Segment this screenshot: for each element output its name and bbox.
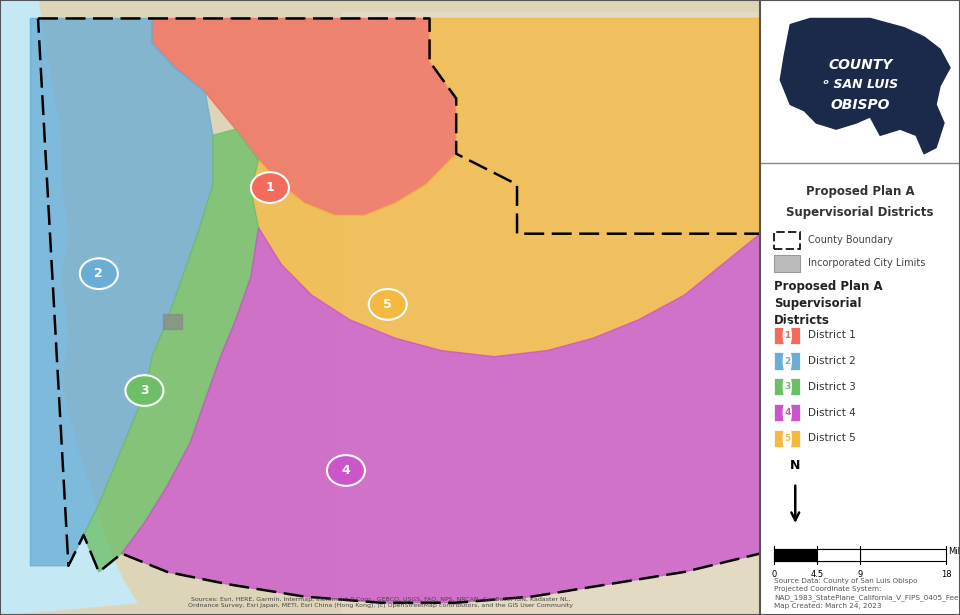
Text: 1: 1 [784,331,790,339]
Text: OBISPO: OBISPO [830,98,890,111]
Bar [163,314,182,329]
Text: 4: 4 [342,464,350,477]
Text: Proposed Plan A
Supervisorial
Districts: Proposed Plan A Supervisorial Districts [775,280,883,327]
Bar [775,378,801,395]
Text: District 2: District 2 [808,356,856,366]
Text: District 1: District 1 [808,330,856,340]
Text: District 5: District 5 [808,434,856,443]
Circle shape [126,375,163,406]
Circle shape [251,172,289,203]
Text: Proposed Plan A: Proposed Plan A [805,184,915,197]
Text: 5: 5 [784,434,790,443]
Text: District 4: District 4 [808,408,856,418]
Text: 5: 5 [383,298,392,311]
Text: Miles: Miles [948,547,960,556]
Bar [775,232,801,249]
Circle shape [783,375,791,399]
Bar [775,255,801,272]
Bar [775,327,801,344]
Polygon shape [251,18,760,357]
Circle shape [80,258,118,289]
Bar [817,549,860,561]
Bar [775,404,801,421]
Text: 9: 9 [857,570,863,579]
Polygon shape [0,0,137,615]
Polygon shape [152,18,456,215]
Polygon shape [122,228,760,603]
Text: 4: 4 [784,408,790,417]
Text: Sources: Esri, HERE, Garmin, Intermap, increment P Corp., GEBCO, USGS, FAO, NPS,: Sources: Esri, HERE, Garmin, Intermap, i… [187,597,573,608]
Circle shape [369,289,407,320]
Text: 2: 2 [784,357,790,365]
Bar [775,430,801,447]
Circle shape [783,323,791,347]
Text: Supervisorial Districts: Supervisorial Districts [786,206,934,219]
Circle shape [327,455,365,486]
Text: 1: 1 [266,181,275,194]
Text: 3: 3 [140,384,149,397]
Text: 2: 2 [94,267,104,280]
Text: 3: 3 [784,383,790,391]
Polygon shape [31,18,213,566]
Text: Source Data: County of San Luis Obispo
Projected Coordinate System:
NAD_1983_Sta: Source Data: County of San Luis Obispo P… [775,578,960,609]
Circle shape [783,400,791,425]
Text: District 3: District 3 [808,382,856,392]
Text: ᵒ SAN LUIS: ᵒ SAN LUIS [823,78,898,92]
Bar [775,549,817,561]
Bar [775,352,801,370]
Text: Incorporated City Limits: Incorporated City Limits [808,258,925,268]
Circle shape [783,426,791,451]
Text: County Boundary: County Boundary [808,236,893,245]
Text: 4.5: 4.5 [810,570,824,579]
Text: 18: 18 [941,570,951,579]
Polygon shape [780,18,950,154]
Text: 0: 0 [772,570,777,579]
Circle shape [783,349,791,373]
Polygon shape [342,12,760,615]
Polygon shape [84,129,258,572]
Text: N: N [790,459,801,472]
Text: COUNTY: COUNTY [828,58,892,71]
